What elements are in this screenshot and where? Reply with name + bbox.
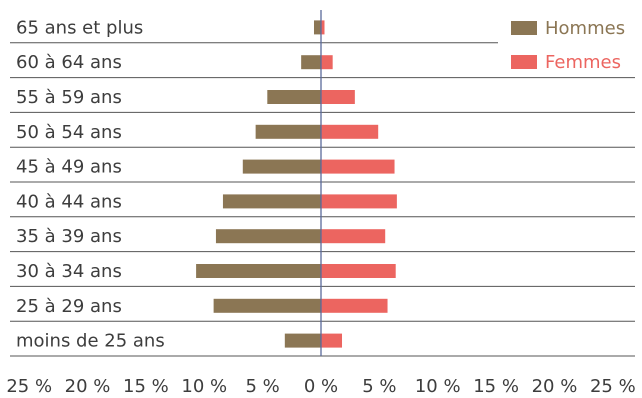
row-separators [10,42,635,357]
category-labels: 65 ans et plus 60 à 64 ans 55 à 59 ans 50 à… [16,17,165,351]
bar-femmes-9 [321,333,343,348]
bar-hommes-9 [284,333,321,348]
category-label: 55 à 59 ans [16,87,122,108]
bar-hommes-3 [255,124,321,139]
x-tick-label: 15 % [473,376,519,394]
bar-hommes-1 [301,55,321,70]
bar-hommes-4 [242,159,321,174]
category-label: 50 à 54 ans [16,122,122,143]
bar-femmes-3 [321,124,379,139]
legend-label-femmes: Femmes [545,52,621,73]
category-label: 45 à 49 ans [16,157,122,178]
x-tick-label: 5 % [362,376,396,394]
category-label: 30 à 34 ans [16,261,122,282]
legend-swatch-hommes [511,21,537,35]
x-tick-label: 10 % [181,376,227,394]
x-tick-label: 25 % [6,376,52,394]
bar-hommes-2 [267,90,321,104]
x-tick-label: 20 % [532,376,578,394]
x-tick-label: 15 % [123,376,169,394]
bar-femmes-7 [321,264,396,278]
bar-hommes-7 [196,264,321,278]
bar-femmes-5 [321,194,397,209]
bar-hommes-6 [215,229,321,244]
x-axis-tick-labels: 25 % 20 % 15 % 10 % 5 % 0 % 5 % 10 % 15 % 20 % 25 … [6,376,636,397]
category-label: 40 à 44 ans [16,191,122,212]
bar-hommes-0 [313,20,321,35]
bar-femmes-6 [321,229,386,244]
category-label: 60 à 64 ans [16,52,122,73]
category-label: 35 à 39 ans [16,226,122,247]
x-tick-label: 0 % [304,376,338,394]
bars [196,20,397,348]
bar-femmes-8 [321,298,388,313]
bar-femmes-1 [321,55,333,70]
bar-femmes-0 [321,20,325,35]
x-tick-label: 20 % [65,376,111,394]
bar-hommes-8 [213,298,321,313]
x-tick-label: 10 % [415,376,461,394]
category-label: 65 ans et plus [16,17,143,38]
bar-femmes-4 [321,159,395,174]
legend: Hommes Femmes [511,18,625,73]
category-label: moins de 25 ans [16,331,165,352]
bar-hommes-5 [222,194,321,209]
category-label: 25 à 29 ans [16,296,122,317]
legend-swatch-femmes [511,55,537,69]
legend-label-hommes: Hommes [545,18,625,39]
x-tick-label: 25 % [590,376,636,394]
x-tick-label: 5 % [245,376,279,394]
bar-femmes-2 [321,90,355,104]
